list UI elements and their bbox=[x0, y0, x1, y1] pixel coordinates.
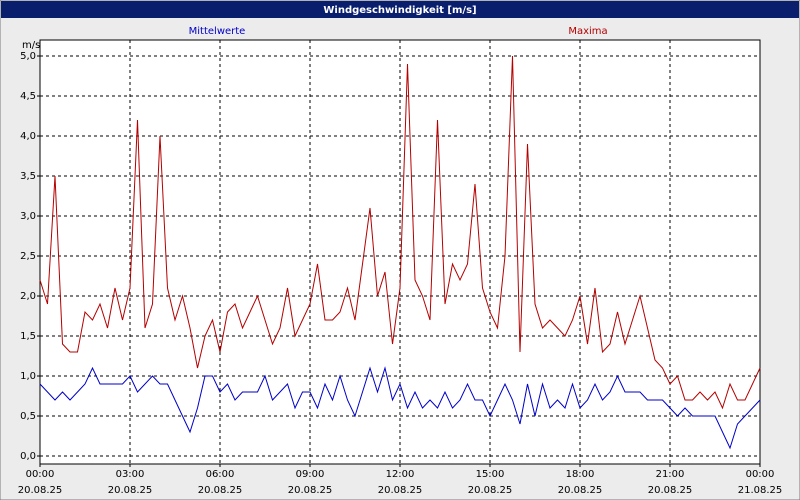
title-bar bbox=[1, 1, 799, 18]
x-tick-label: 21:00 bbox=[656, 469, 685, 480]
x-tick-date: 20.08.25 bbox=[468, 485, 513, 496]
x-tick-date: 21.08.25 bbox=[738, 485, 783, 496]
x-tick-date: 20.08.25 bbox=[648, 485, 693, 496]
y-tick-label: 3,0 bbox=[20, 211, 36, 222]
x-tick-date: 20.08.25 bbox=[108, 485, 153, 496]
y-tick-label: 2,0 bbox=[20, 291, 36, 302]
y-tick-label: 3,5 bbox=[20, 171, 36, 182]
x-tick-label: 15:00 bbox=[476, 469, 505, 480]
x-tick-label: 00:00 bbox=[746, 469, 775, 480]
series-line bbox=[39, 366, 761, 450]
x-tick-date: 20.08.25 bbox=[198, 485, 243, 496]
x-tick-label: 06:00 bbox=[206, 469, 235, 480]
y-tick-label: 2,5 bbox=[20, 251, 36, 262]
y-tick-label: 0,5 bbox=[20, 411, 36, 422]
y-tick-label: 1,5 bbox=[20, 331, 36, 342]
x-tick-label: 09:00 bbox=[296, 469, 325, 480]
y-tick-label: 1,0 bbox=[20, 371, 36, 382]
chart-title: Windgeschwindigkeit [m/s] bbox=[323, 5, 476, 16]
x-tick-label: 18:00 bbox=[566, 469, 595, 480]
x-tick-date: 20.08.25 bbox=[288, 485, 333, 496]
y-tick-label: 4,5 bbox=[20, 91, 36, 102]
x-tick-label: 12:00 bbox=[386, 469, 415, 480]
plot-frame bbox=[39, 39, 761, 465]
y-tick-label: 4,0 bbox=[20, 131, 36, 142]
y-unit: m/s bbox=[22, 40, 40, 51]
y-tick-label: 0,0 bbox=[20, 451, 36, 462]
series-line bbox=[39, 55, 761, 410]
x-tick-label: 00:00 bbox=[26, 469, 55, 480]
x-tick-date: 20.08.25 bbox=[378, 485, 423, 496]
y-tick-label: 5,0 bbox=[20, 51, 36, 62]
x-tick-date: 20.08.25 bbox=[18, 485, 63, 496]
x-tick-date: 20.08.25 bbox=[558, 485, 603, 496]
legend-label: Mittelwerte bbox=[189, 26, 246, 37]
legend-label: Maxima bbox=[568, 26, 607, 37]
x-tick-label: 03:00 bbox=[116, 469, 145, 480]
